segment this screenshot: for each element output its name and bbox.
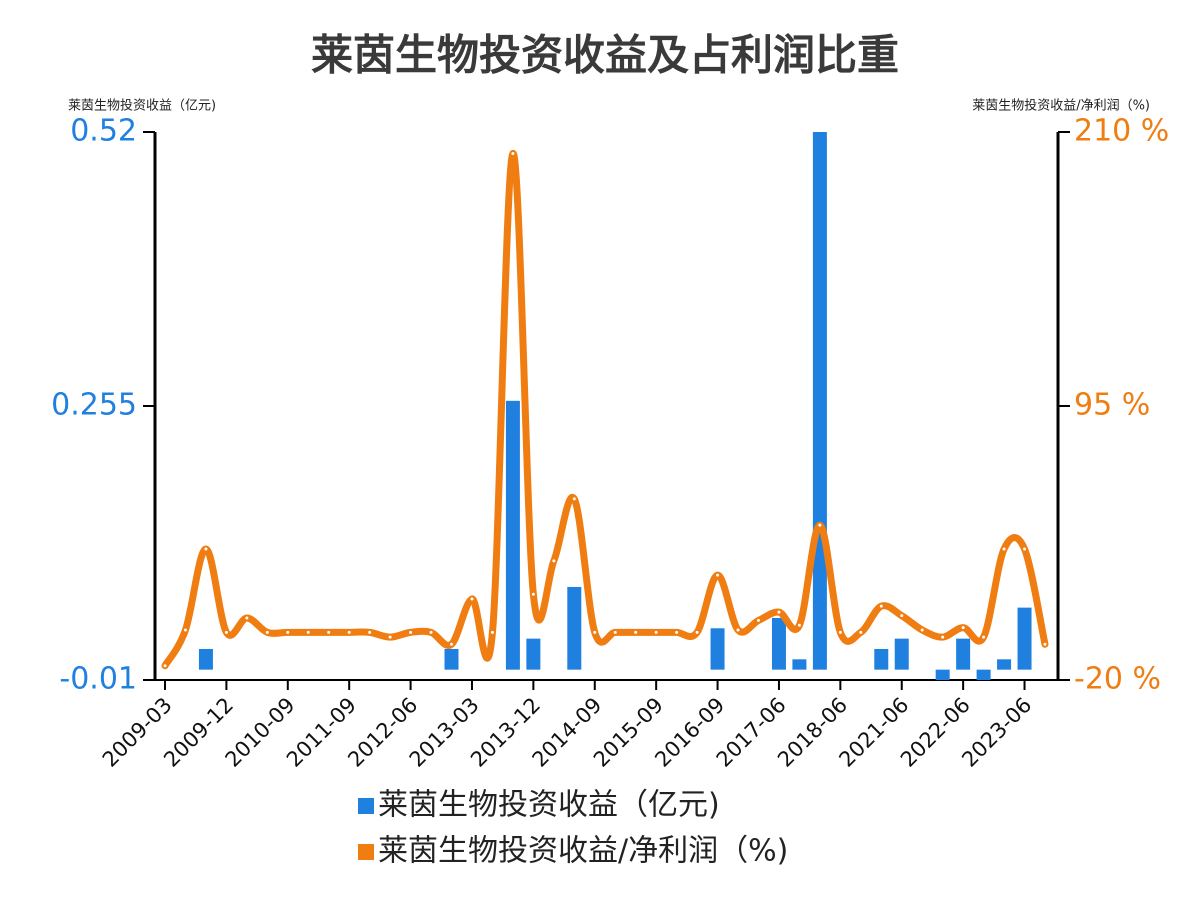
line-point — [327, 630, 331, 634]
line-point — [736, 628, 740, 632]
y-tick-label: -0.01 — [59, 662, 137, 697]
line-point — [429, 630, 433, 634]
line-point — [859, 630, 863, 634]
bar — [1017, 607, 1032, 670]
line-point — [675, 630, 679, 634]
y-tick-label: 0.255 — [51, 388, 137, 423]
bar — [771, 617, 786, 670]
bar — [956, 638, 971, 670]
bar — [997, 659, 1012, 670]
y2-tick-label: 210 % — [1074, 114, 1169, 149]
line-point — [552, 559, 556, 563]
line-point — [941, 635, 945, 639]
line-point — [613, 630, 617, 634]
line-point — [900, 614, 904, 618]
line-point — [347, 630, 351, 634]
line-point — [695, 630, 699, 634]
bar — [198, 648, 213, 670]
line-point — [961, 626, 965, 630]
line-point — [163, 664, 167, 668]
line-point — [245, 616, 249, 620]
line-point — [531, 592, 535, 596]
line-point — [1043, 642, 1047, 646]
bar — [505, 400, 520, 670]
line-point — [1023, 547, 1027, 551]
line-point — [797, 623, 801, 627]
y2-tick-label: -20 % — [1074, 662, 1161, 697]
line-point — [286, 630, 290, 634]
line-point — [511, 151, 515, 155]
line-point — [409, 630, 413, 634]
line-point — [593, 630, 597, 634]
y2-tick-label: 95 % — [1074, 388, 1150, 423]
line-point — [777, 610, 781, 614]
line — [161, 149, 1049, 670]
line-point — [634, 630, 638, 634]
line-point — [716, 573, 720, 577]
bar — [894, 638, 909, 670]
line-point — [982, 635, 986, 639]
line-point — [756, 618, 760, 622]
line-point — [224, 630, 228, 634]
line-point — [368, 630, 372, 634]
bar — [526, 638, 541, 670]
line-point — [204, 547, 208, 551]
bar — [874, 648, 889, 670]
line-point — [1002, 547, 1006, 551]
bar — [567, 586, 582, 670]
line-point — [388, 635, 392, 639]
line-point — [265, 630, 269, 634]
bar — [976, 669, 991, 680]
chart-title: 莱茵生物投资收益及占利润比重 — [311, 31, 899, 80]
legend-label: 莱茵生物投资收益/净利润（%) — [378, 834, 788, 869]
bar — [710, 628, 725, 670]
bar — [812, 132, 827, 670]
line-point — [879, 604, 883, 608]
legend-swatch — [358, 798, 374, 814]
line-point — [306, 630, 310, 634]
bar — [444, 648, 459, 670]
legend-label: 莱茵生物投资收益（亿元) — [378, 788, 720, 823]
line-point — [838, 630, 842, 634]
y2-axis-label: 莱茵生物投资收益/净利润（%) — [972, 98, 1150, 114]
line-point — [183, 628, 187, 632]
bar — [935, 669, 950, 680]
line-point — [450, 642, 454, 646]
y-tick-label: 0.52 — [70, 114, 137, 149]
y-axis-label: 莱茵生物投资收益（亿元) — [68, 98, 216, 114]
line-point — [654, 630, 658, 634]
line-point — [470, 597, 474, 601]
bar — [792, 659, 807, 670]
legend-swatch — [358, 844, 374, 860]
line-point — [920, 628, 924, 632]
line-point — [818, 523, 822, 527]
line-point — [572, 497, 576, 501]
line-point — [490, 630, 494, 634]
